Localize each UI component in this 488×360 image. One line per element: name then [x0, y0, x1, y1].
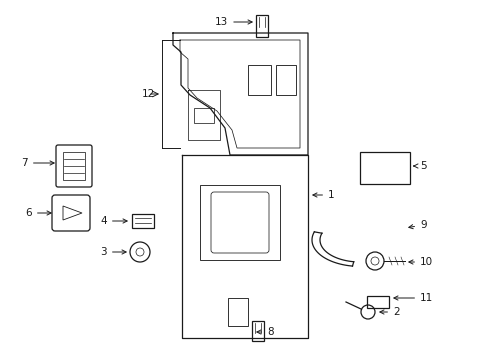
- Bar: [132, 214, 154, 228]
- Text: 3: 3: [100, 247, 126, 257]
- Bar: [275, 65, 295, 95]
- Text: 12: 12: [142, 89, 155, 99]
- Text: 5: 5: [413, 161, 426, 171]
- Text: 4: 4: [100, 216, 127, 226]
- Text: 10: 10: [408, 257, 432, 267]
- Bar: [366, 296, 388, 308]
- Bar: [227, 298, 247, 326]
- Text: 9: 9: [408, 220, 426, 230]
- Bar: [200, 185, 280, 260]
- Bar: [251, 321, 264, 341]
- Bar: [63, 152, 85, 180]
- Text: 11: 11: [393, 293, 432, 303]
- Bar: [247, 65, 270, 95]
- Bar: [359, 152, 409, 184]
- Text: 1: 1: [312, 190, 334, 200]
- Text: 2: 2: [379, 307, 399, 317]
- Text: 6: 6: [25, 208, 51, 218]
- Bar: [256, 15, 267, 37]
- Bar: [194, 108, 214, 123]
- Text: 13: 13: [215, 17, 252, 27]
- Text: 8: 8: [256, 327, 273, 337]
- Text: 7: 7: [21, 158, 54, 168]
